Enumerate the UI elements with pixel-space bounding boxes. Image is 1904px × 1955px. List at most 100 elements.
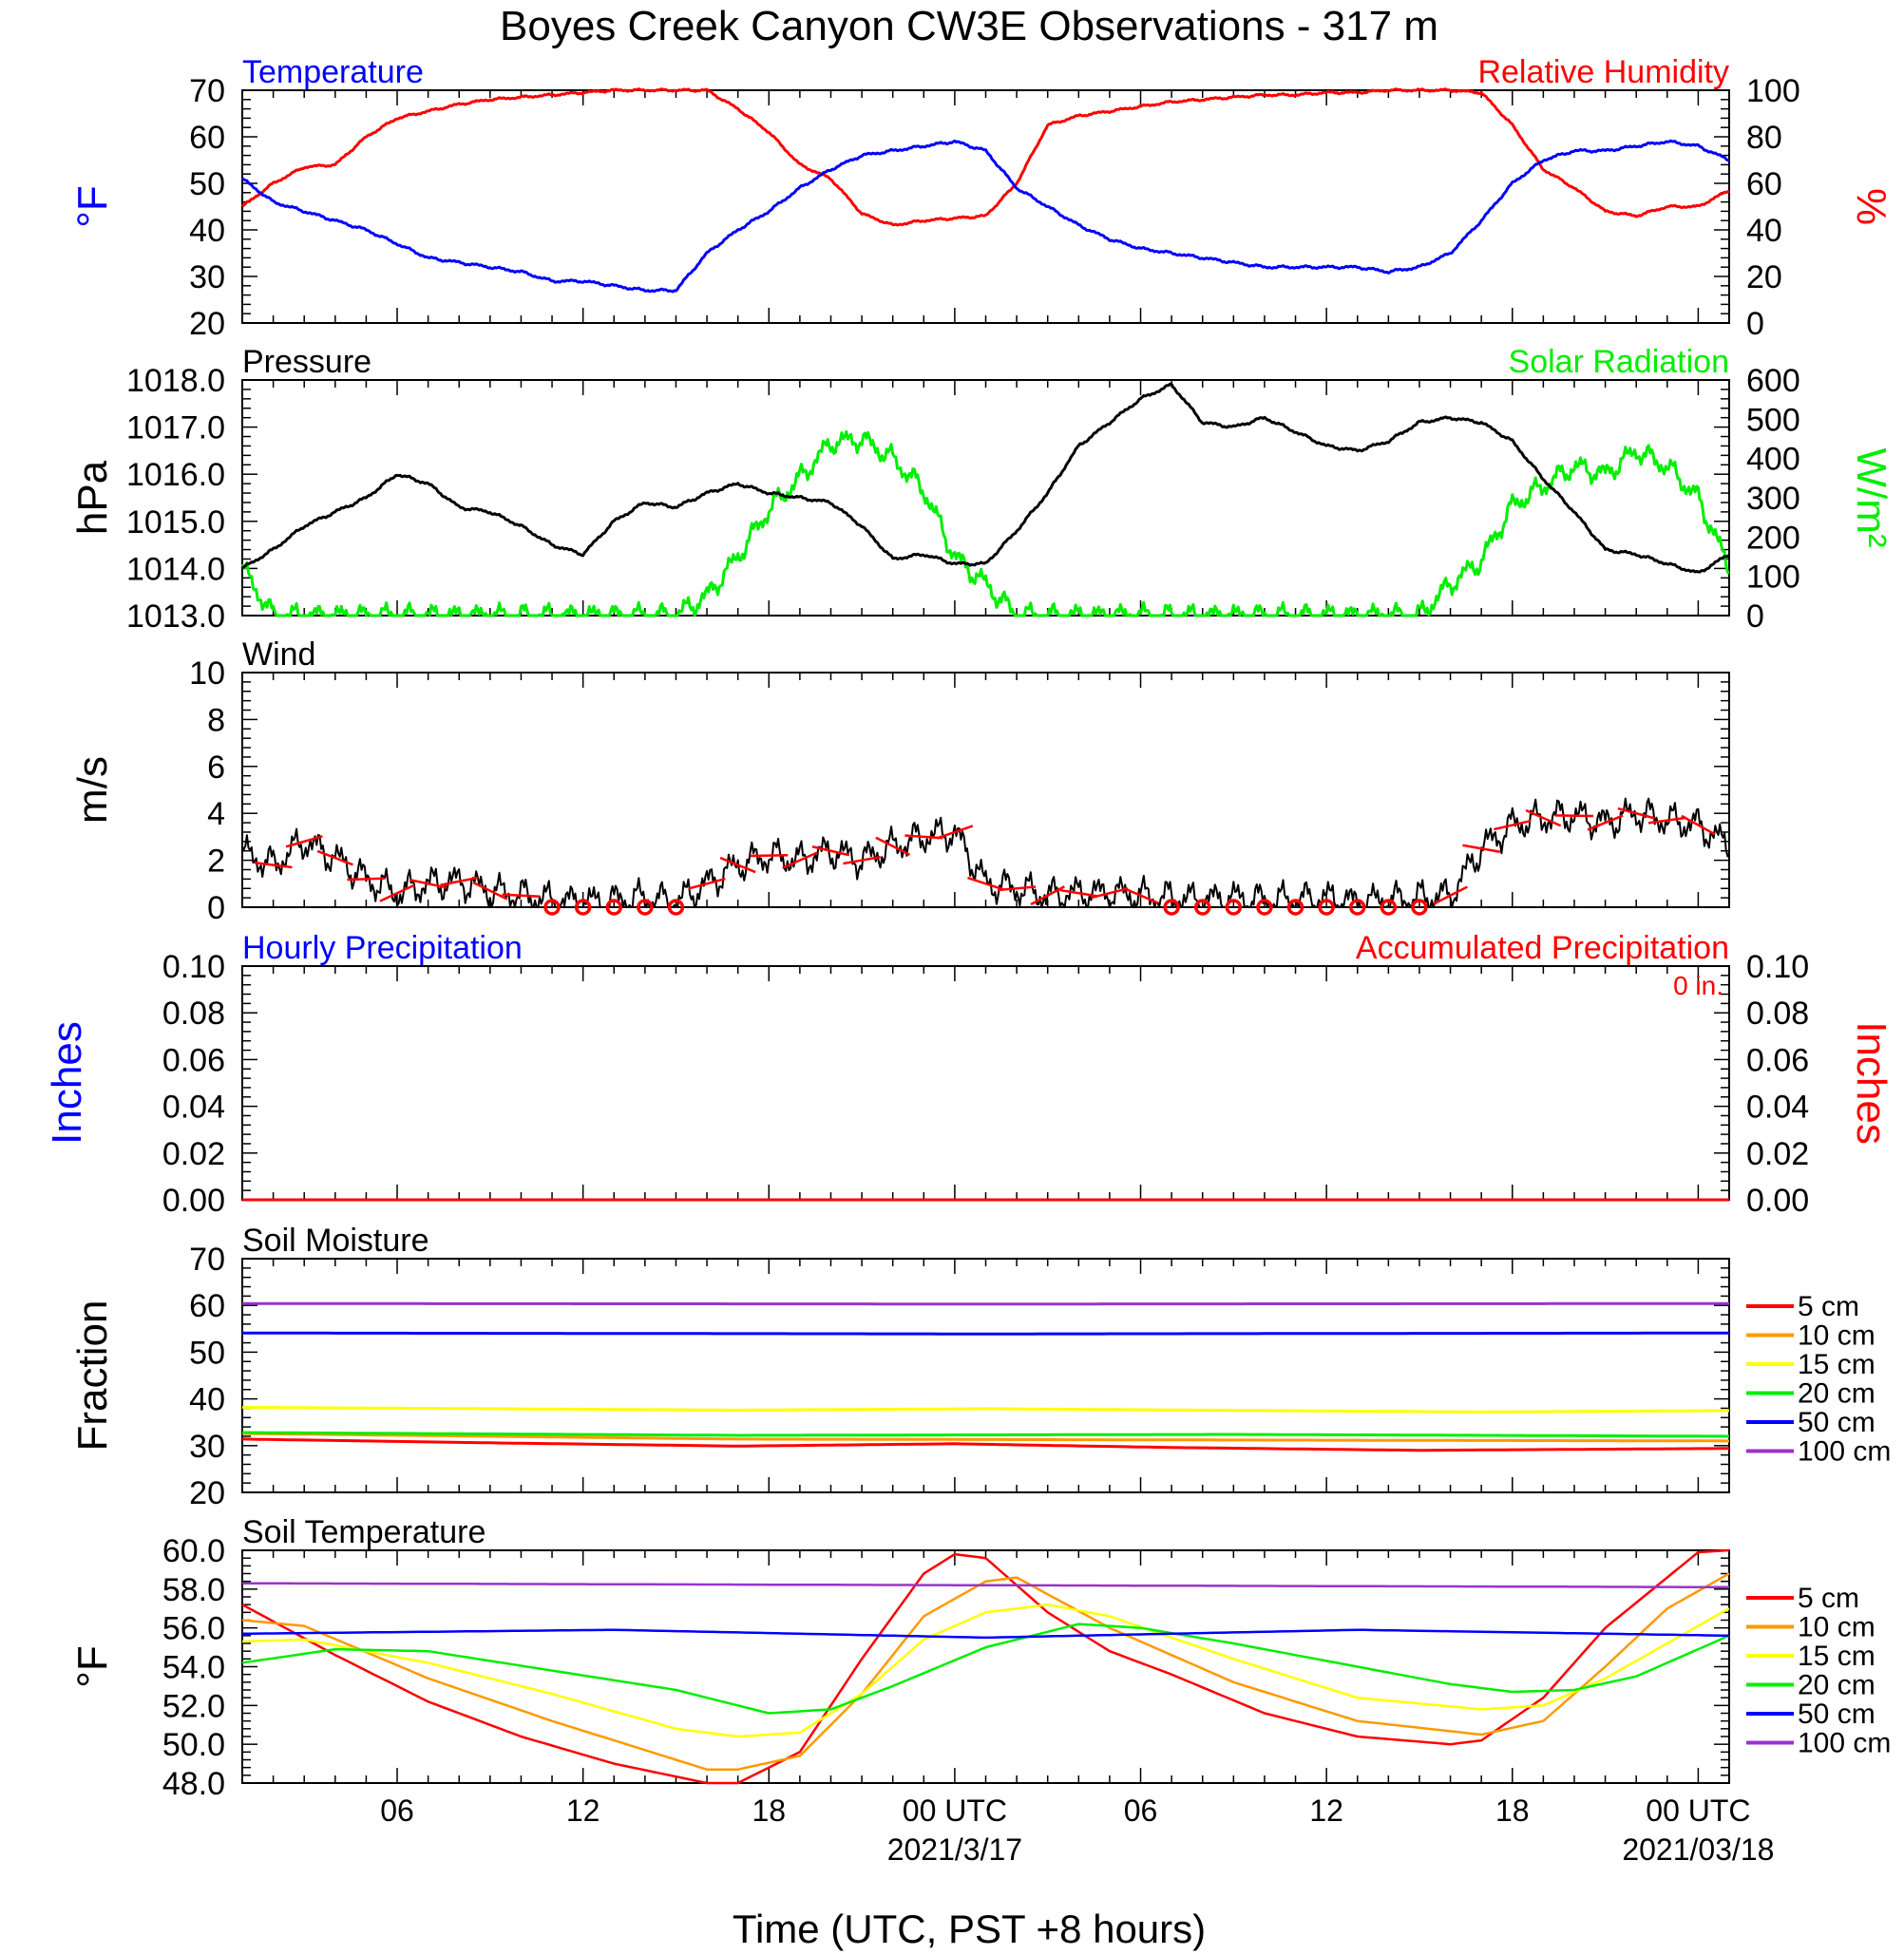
precip-left-tick-label: 0.10	[162, 949, 225, 985]
precip-left-tick-label: 0.02	[162, 1136, 225, 1172]
wind-calm-marker	[1256, 899, 1273, 916]
wind-calm-marker	[1225, 899, 1243, 916]
wind-calm-marker	[543, 899, 561, 916]
soil-moisture-depth_5	[241, 1437, 1729, 1452]
wind-calm-marker	[1163, 899, 1180, 916]
temp_rh-left-unit: °F	[69, 185, 116, 227]
pressure_solar-right-tick-label: 500	[1746, 402, 1800, 438]
humidity-line	[241, 87, 1730, 227]
soil_moisture-left-tick-label: 40	[189, 1382, 225, 1418]
temp_rh-left-tick-label: 50	[189, 166, 225, 202]
precip-right-tick-label: 0.02	[1746, 1136, 1809, 1172]
wind-left-tick-label: 0	[207, 890, 225, 926]
wind-calm-marker	[667, 899, 685, 916]
precip-left-tick-label: 0.04	[162, 1090, 225, 1126]
wind-calm-marker	[1318, 899, 1335, 916]
wind-calm-marker	[1286, 899, 1304, 916]
wind-barb	[1587, 814, 1624, 831]
soil-temp-depth_50	[241, 1628, 1730, 1640]
legend-label-depth_50: 50 cm	[1798, 1407, 1875, 1438]
soil_moisture-left-unit: Fraction	[69, 1300, 116, 1452]
wind-barb	[1462, 844, 1501, 853]
wind-barb	[502, 893, 541, 898]
legend-label-depth_15: 15 cm	[1798, 1641, 1875, 1672]
soil-moisture-depth_50	[242, 1331, 1729, 1336]
wind-barb	[347, 877, 386, 882]
x-tick-label: 18	[1495, 1794, 1530, 1828]
temperature-line	[241, 139, 1730, 294]
soil_temp-left-tick-label: 52.0	[162, 1688, 225, 1724]
wind-barb	[316, 849, 353, 866]
precip-right-tick-label: 0.08	[1746, 996, 1809, 1032]
soil-moisture-depth_100	[242, 1301, 1729, 1306]
soil_moisture-left-tick-label: 30	[189, 1429, 225, 1465]
x-tick-label: 06	[380, 1794, 414, 1828]
temp_rh-left-tick-label: 60	[189, 120, 225, 156]
x-axis-title: Time (UTC, PST +8 hours)	[733, 1907, 1206, 1951]
precip-left-tick-label: 0.00	[162, 1183, 225, 1219]
soil_moisture-left-tick-label: 70	[189, 1242, 225, 1278]
precip-right-unit: Inches	[1848, 1021, 1894, 1145]
wind-barb	[843, 855, 881, 865]
precip-right-tick-label: 0.10	[1746, 949, 1809, 985]
precip-frame	[241, 965, 1730, 1201]
soil-temp-depth_5	[241, 1548, 1730, 1785]
x-tick-label: 06	[1124, 1794, 1158, 1828]
pressure_solar-right-tick-label: 100	[1746, 560, 1800, 596]
wind-left-tick-label: 4	[207, 796, 225, 832]
soil-temp-depth_10	[241, 1572, 1730, 1771]
precip-left-tick-label: 0.06	[162, 1042, 225, 1078]
pressure_solar-right-tick-label: 400	[1746, 442, 1800, 478]
pressure_solar-left-tick-label: 1013.0	[126, 598, 225, 635]
legend-label-depth_15: 15 cm	[1798, 1349, 1875, 1380]
pressure_solar-left-tick-label: 1014.0	[126, 551, 225, 587]
pressure_solar-right-tick-label: 300	[1746, 481, 1800, 517]
temp_rh-left-tick-label: 70	[189, 73, 225, 109]
wind-barb	[440, 876, 479, 886]
pressure_solar-left-tick-label: 1017.0	[126, 410, 225, 446]
temp_rh-left-tick-label: 40	[189, 213, 225, 249]
wind-calm-marker	[637, 899, 654, 916]
soil-moisture-depth_10	[241, 1432, 1729, 1443]
precip-right-title: Accumulated Precipitation	[1356, 930, 1729, 966]
wind-left-title: Wind	[242, 636, 315, 673]
x-tick-label: 18	[752, 1794, 786, 1828]
precip-left-title: Hourly Precipitation	[242, 930, 523, 966]
soil-moisture-depth_15	[242, 1406, 1729, 1414]
soil_moisture-left-tick-label: 20	[189, 1475, 225, 1511]
wind-left-tick-label: 2	[207, 844, 225, 880]
soil_moisture-left-tick-label: 60	[189, 1288, 225, 1324]
soil_temp-left-tick-label: 60.0	[162, 1533, 225, 1569]
wind-barb	[472, 881, 508, 901]
wind-barb	[1059, 888, 1098, 898]
solar-line	[240, 429, 1730, 617]
x-tick-label: 00 UTC	[903, 1794, 1007, 1828]
legend-label-depth_10: 10 cm	[1798, 1320, 1875, 1352]
wind-left-tick-label: 10	[189, 655, 225, 692]
legend-label-depth_100: 100 cm	[1798, 1728, 1891, 1759]
wind-barb	[1554, 814, 1593, 818]
wind-barb	[1030, 885, 1065, 906]
legend-label-depth_5: 5 cm	[1798, 1291, 1859, 1322]
soil-temp-depth_100	[242, 1582, 1729, 1589]
legend-label-depth_5: 5 cm	[1798, 1583, 1859, 1614]
temp_rh-right-tick-label: 40	[1746, 213, 1782, 249]
precip-right-tick-label: 0.00	[1746, 1183, 1809, 1219]
soil_temp-left-tick-label: 50.0	[162, 1727, 225, 1763]
wind-speed-line	[241, 797, 1730, 908]
pressure_solar-left-unit: hPa	[69, 460, 116, 535]
temp_rh-right-title: Relative Humidity	[1477, 54, 1729, 90]
x-tick-label: 12	[566, 1794, 600, 1828]
precip-right-tick-label: 0.06	[1746, 1042, 1809, 1078]
precip-left-unit: Inches	[44, 1021, 90, 1145]
data-series	[240, 87, 1730, 1785]
soil-temp-depth_20	[241, 1623, 1730, 1715]
legend-label-depth_50: 50 cm	[1798, 1699, 1875, 1730]
wind-barb	[1091, 887, 1129, 900]
wind-calm-marker	[605, 899, 622, 916]
temp_rh-right-tick-label: 0	[1746, 306, 1764, 342]
wind-calm-marker	[1349, 899, 1366, 916]
wind-left-unit: m/s	[69, 756, 116, 824]
